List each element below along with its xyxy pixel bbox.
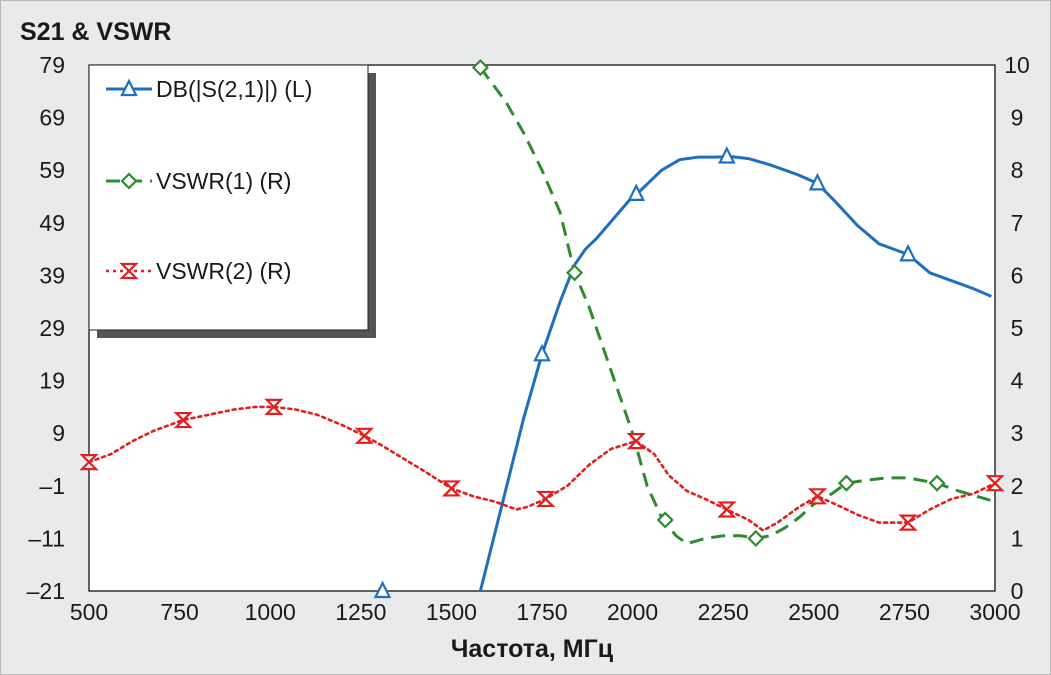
x-tick-label: 2500 bbox=[788, 599, 839, 625]
x-tick-label: 750 bbox=[160, 599, 198, 625]
right-tick-label: 2 bbox=[1011, 473, 1024, 499]
left-tick-label: 59 bbox=[39, 157, 65, 183]
right-tick-label: 1 bbox=[1011, 525, 1024, 551]
data-point-marker bbox=[898, 514, 918, 531]
legend-label: DB(|S(2,1)|) (L) bbox=[156, 76, 312, 102]
right-tick-label: 6 bbox=[1011, 262, 1024, 288]
legend-entry: VSWR(1) (R) bbox=[106, 168, 291, 194]
x-tick-label: 1500 bbox=[426, 599, 477, 625]
legend-box bbox=[88, 64, 369, 331]
left-tick-label: 39 bbox=[39, 262, 65, 288]
x-tick-label: 1000 bbox=[245, 599, 296, 625]
right-tick-label: 7 bbox=[1011, 210, 1024, 236]
legend-label: VSWR(2) (R) bbox=[156, 258, 291, 284]
data-point-marker bbox=[837, 474, 855, 492]
data-point-marker bbox=[985, 475, 1005, 492]
left-tick-label: –1 bbox=[39, 473, 65, 499]
left-tick-label: 49 bbox=[39, 210, 65, 236]
data-point-marker bbox=[535, 490, 556, 508]
right-tick-label: 5 bbox=[1011, 315, 1024, 341]
x-tick-label: 3000 bbox=[969, 599, 1020, 625]
left-tick-label: 79 bbox=[39, 52, 65, 78]
marker-layer bbox=[79, 59, 1005, 599]
data-point-marker bbox=[626, 432, 646, 450]
left-tick-label: 19 bbox=[39, 368, 65, 394]
right-tick-label: 0 bbox=[1011, 578, 1024, 604]
legend-entry: DB(|S(2,1)|) (L) bbox=[106, 76, 312, 102]
data-point-marker bbox=[807, 488, 828, 505]
right-tick-label: 9 bbox=[1011, 105, 1024, 131]
legend-entry: VSWR(2) (R) bbox=[106, 258, 291, 284]
data-point-marker bbox=[808, 172, 827, 191]
left-axis-ticks: 79 69 59 49 39 29 19 9 –1 –11 –21 bbox=[27, 52, 65, 604]
left-tick-label: 29 bbox=[39, 315, 65, 341]
data-point-marker bbox=[471, 59, 489, 77]
left-tick-label: 69 bbox=[39, 105, 65, 131]
legend-label: VSWR(1) (R) bbox=[156, 168, 291, 194]
data-point-marker bbox=[718, 146, 736, 164]
data-point-marker bbox=[120, 78, 138, 97]
data-point-marker bbox=[441, 480, 462, 497]
left-tick-label: –11 bbox=[28, 525, 65, 551]
data-point-marker bbox=[264, 398, 284, 415]
left-tick-label: 9 bbox=[52, 420, 65, 446]
x-tick-label: 1750 bbox=[516, 599, 567, 625]
data-point-marker bbox=[533, 343, 551, 362]
x-tick-label: 1250 bbox=[335, 599, 386, 625]
x-tick-label: 500 bbox=[70, 599, 108, 625]
legend: DB(|S(2,1)|) (L) VSWR(1) (R) VSWR(2) (R) bbox=[88, 64, 376, 338]
data-point-marker bbox=[79, 454, 99, 471]
data-point-marker bbox=[747, 529, 765, 547]
data-point-marker bbox=[656, 511, 674, 529]
data-point-marker bbox=[717, 501, 737, 518]
data-point-marker bbox=[173, 411, 193, 429]
right-tick-label: 4 bbox=[1011, 368, 1024, 394]
data-point-marker bbox=[899, 243, 917, 262]
data-point-marker bbox=[928, 474, 946, 492]
data-point-marker bbox=[627, 183, 646, 201]
data-point-marker bbox=[120, 172, 138, 190]
series-line bbox=[89, 405, 995, 532]
data-point-marker bbox=[119, 262, 139, 280]
chart-title: S21 & VSWR bbox=[20, 18, 171, 46]
right-tick-label: 3 bbox=[1011, 420, 1024, 446]
x-tick-label: 2750 bbox=[879, 599, 930, 625]
data-point-marker bbox=[354, 427, 375, 444]
data-point-marker bbox=[566, 264, 584, 282]
right-tick-label: 8 bbox=[1011, 157, 1024, 183]
x-axis-ticks: 500 750 1000 1250 1500 1750 2000 2250 2500 2750 30… bbox=[70, 599, 1021, 625]
left-tick-label: –21 bbox=[27, 578, 65, 604]
x-tick-label: 2000 bbox=[607, 599, 658, 625]
x-axis-label: Частота, МГц bbox=[451, 635, 614, 663]
x-tick-label: 2250 bbox=[698, 599, 749, 625]
data-point-marker bbox=[373, 580, 392, 599]
right-tick-label: 10 bbox=[1004, 52, 1030, 78]
